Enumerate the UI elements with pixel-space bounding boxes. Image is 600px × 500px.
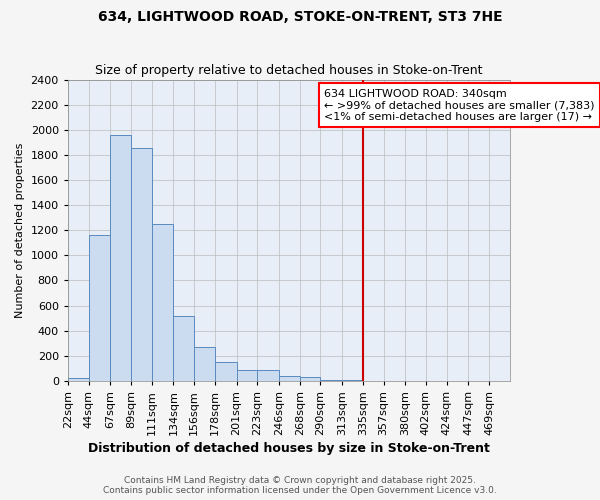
Title: Size of property relative to detached houses in Stoke-on-Trent: Size of property relative to detached ho… bbox=[95, 64, 482, 77]
Bar bbox=[173, 316, 194, 381]
Text: 634, LIGHTWOOD ROAD, STOKE-ON-TRENT, ST3 7HE: 634, LIGHTWOOD ROAD, STOKE-ON-TRENT, ST3… bbox=[98, 10, 502, 24]
Bar bbox=[279, 376, 299, 381]
Bar bbox=[89, 236, 110, 381]
X-axis label: Distribution of detached houses by size in Stoke-on-Trent: Distribution of detached houses by size … bbox=[88, 442, 490, 455]
Bar bbox=[215, 362, 236, 381]
Bar bbox=[342, 380, 363, 381]
Bar bbox=[299, 376, 320, 381]
Bar bbox=[194, 347, 215, 381]
Text: 634 LIGHTWOOD ROAD: 340sqm
← >99% of detached houses are smaller (7,383)
<1% of : 634 LIGHTWOOD ROAD: 340sqm ← >99% of det… bbox=[324, 88, 595, 122]
Bar bbox=[236, 370, 257, 381]
Y-axis label: Number of detached properties: Number of detached properties bbox=[15, 142, 25, 318]
Bar bbox=[320, 380, 342, 381]
Bar bbox=[131, 148, 152, 381]
Text: Contains HM Land Registry data © Crown copyright and database right 2025.
Contai: Contains HM Land Registry data © Crown c… bbox=[103, 476, 497, 495]
Bar bbox=[68, 378, 89, 381]
Bar bbox=[110, 135, 131, 381]
Bar bbox=[152, 224, 173, 381]
Bar bbox=[257, 370, 279, 381]
